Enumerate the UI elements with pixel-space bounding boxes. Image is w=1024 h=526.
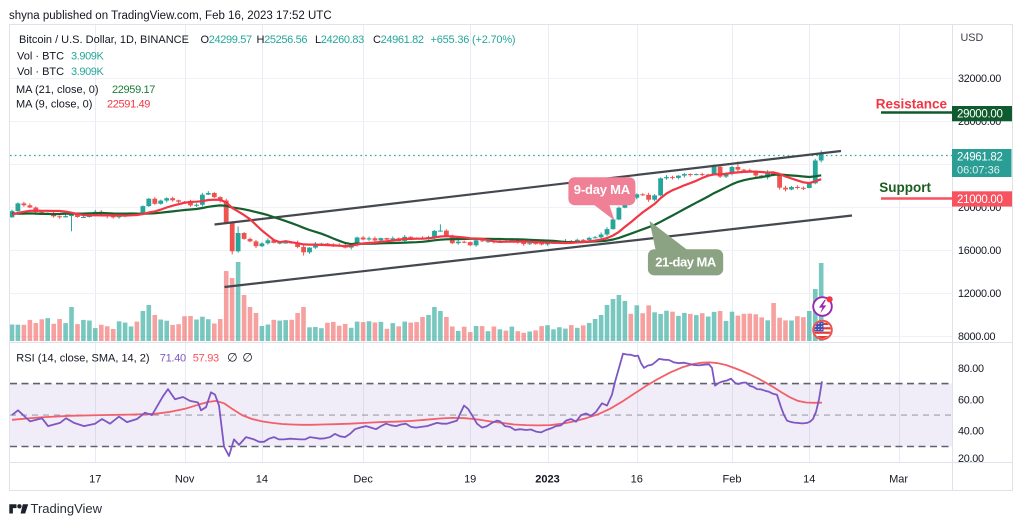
svg-text:06:07:36: 06:07:36 xyxy=(957,165,1000,177)
svg-text:80.00: 80.00 xyxy=(958,363,984,375)
svg-text:MA (9, close, 0): MA (9, close, 0) xyxy=(16,99,92,111)
svg-text:Support: Support xyxy=(879,180,931,195)
svg-text:3.909K: 3.909K xyxy=(71,66,105,78)
svg-text:O24299.57: O24299.57 xyxy=(201,34,253,46)
svg-text:40.00: 40.00 xyxy=(958,426,984,438)
svg-text:9-day MA: 9-day MA xyxy=(574,182,631,197)
svg-text:C24961.82: C24961.82 xyxy=(373,34,424,46)
svg-text:TradingView: TradingView xyxy=(31,501,103,516)
svg-text:shyna published on TradingView: shyna published on TradingView.com, Feb … xyxy=(9,10,332,22)
svg-text:Vol · BTC: Vol · BTC xyxy=(17,51,64,63)
svg-text:Feb: Feb xyxy=(723,474,742,486)
svg-text:USD: USD xyxy=(961,32,984,44)
svg-text:Nov: Nov xyxy=(175,474,195,486)
svg-text:32000.00: 32000.00 xyxy=(958,73,1001,85)
svg-text:12000.00: 12000.00 xyxy=(958,288,1001,300)
svg-text:20.00: 20.00 xyxy=(958,453,984,465)
svg-text:22959.17: 22959.17 xyxy=(112,84,155,96)
svg-text:Resistance: Resistance xyxy=(876,97,948,112)
svg-text:71.40: 71.40 xyxy=(160,353,186,365)
svg-text:17: 17 xyxy=(89,474,101,486)
svg-text:RSI (14, close, SMA, 14, 2): RSI (14, close, SMA, 14, 2) xyxy=(16,353,149,365)
svg-text:14: 14 xyxy=(256,474,268,486)
svg-text:∅: ∅ xyxy=(227,351,237,365)
svg-text:Vol · BTC: Vol · BTC xyxy=(17,66,64,78)
svg-text:22591.49: 22591.49 xyxy=(107,99,150,111)
svg-text:+655.36 (+2.70%): +655.36 (+2.70%) xyxy=(431,34,516,46)
svg-text:16: 16 xyxy=(631,474,643,486)
svg-text:Mar: Mar xyxy=(889,474,908,486)
svg-text:24961.82: 24961.82 xyxy=(957,152,1003,164)
svg-text:H25256.56: H25256.56 xyxy=(257,34,308,46)
svg-text:MA (21, close, 0): MA (21, close, 0) xyxy=(16,84,99,96)
svg-text:57.93: 57.93 xyxy=(193,353,219,365)
svg-text:Dec: Dec xyxy=(353,474,373,486)
svg-text:60.00: 60.00 xyxy=(958,394,984,406)
svg-text:2023: 2023 xyxy=(535,474,559,486)
svg-text:Bitcoin / U.S. Dollar, 1D, BIN: Bitcoin / U.S. Dollar, 1D, BINANCE xyxy=(19,34,189,46)
svg-text:19: 19 xyxy=(464,474,476,486)
svg-text:16000.00: 16000.00 xyxy=(958,245,1001,257)
svg-text:21-day MA: 21-day MA xyxy=(655,255,717,270)
svg-text:29000.00: 29000.00 xyxy=(957,109,1003,121)
svg-text:3.909K: 3.909K xyxy=(71,51,105,63)
svg-text:21000.00: 21000.00 xyxy=(957,194,1003,206)
svg-text:∅: ∅ xyxy=(242,351,252,365)
svg-text:L24260.83: L24260.83 xyxy=(315,34,364,46)
svg-text:14: 14 xyxy=(803,474,815,486)
svg-text:8000.00: 8000.00 xyxy=(958,331,996,343)
